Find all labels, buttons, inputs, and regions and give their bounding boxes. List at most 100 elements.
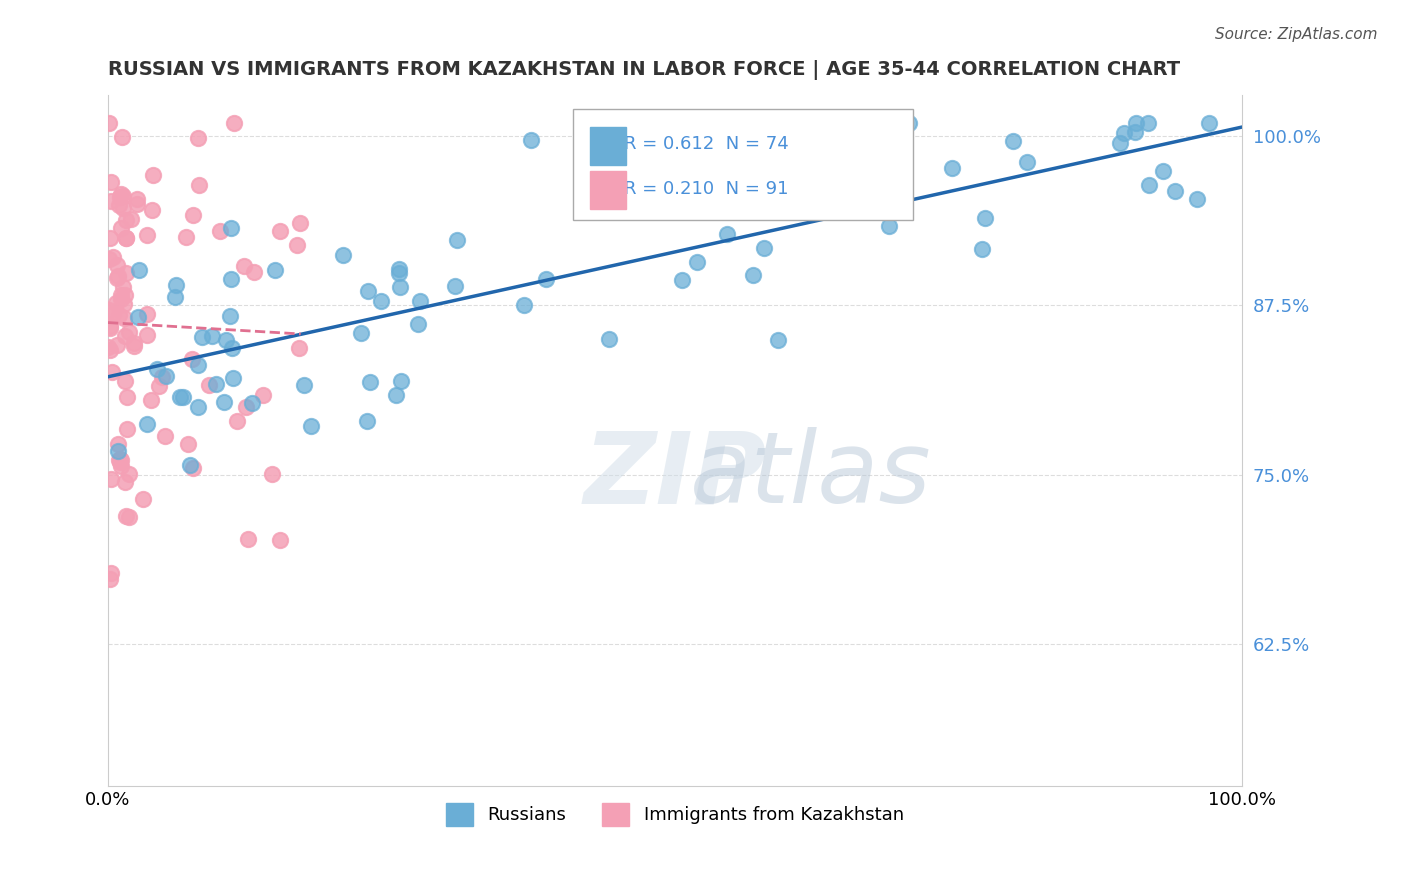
Immigrants from Kazakhstan <box>208 224 231 238</box>
Immigrants from Kazakhstan <box>287 341 309 355</box>
Immigrants from Kazakhstan <box>110 186 132 201</box>
Immigrants from Kazakhstan <box>98 231 121 245</box>
Russians <box>1152 164 1174 178</box>
Immigrants from Kazakhstan <box>235 400 257 414</box>
Text: R = 0.612  N = 74: R = 0.612 N = 74 <box>624 135 789 153</box>
Russians <box>1002 134 1025 148</box>
Immigrants from Kazakhstan <box>107 308 129 322</box>
Immigrants from Kazakhstan <box>105 271 128 285</box>
Russians <box>165 277 187 292</box>
Immigrants from Kazakhstan <box>108 198 131 212</box>
Immigrants from Kazakhstan <box>269 533 291 547</box>
Russians <box>350 326 373 340</box>
Immigrants from Kazakhstan <box>101 251 124 265</box>
Russians <box>1137 178 1160 193</box>
Russians <box>1125 115 1147 129</box>
Russians <box>389 374 412 388</box>
Russians <box>1136 115 1159 129</box>
Russians <box>534 272 557 286</box>
Russians <box>756 170 779 185</box>
Immigrants from Kazakhstan <box>111 280 134 294</box>
Immigrants from Kazakhstan <box>260 467 283 481</box>
Immigrants from Kazakhstan <box>252 387 274 401</box>
Immigrants from Kazakhstan <box>104 296 127 310</box>
Immigrants from Kazakhstan <box>98 572 121 586</box>
Immigrants from Kazakhstan <box>141 392 163 407</box>
Immigrants from Kazakhstan <box>122 339 145 353</box>
Immigrants from Kazakhstan <box>97 115 120 129</box>
Russians <box>214 395 236 409</box>
Immigrants from Kazakhstan <box>114 287 136 301</box>
Immigrants from Kazakhstan <box>110 455 132 469</box>
Immigrants from Kazakhstan <box>117 467 139 481</box>
Immigrants from Kazakhstan <box>177 436 200 450</box>
Russians <box>370 294 392 309</box>
Russians <box>163 289 186 303</box>
Russians <box>127 310 149 324</box>
Russians <box>716 227 738 241</box>
Russians <box>219 221 242 235</box>
Text: R = 0.210  N = 91: R = 0.210 N = 91 <box>624 179 789 198</box>
Russians <box>357 284 380 298</box>
Immigrants from Kazakhstan <box>114 375 136 389</box>
Immigrants from Kazakhstan <box>222 115 245 129</box>
Immigrants from Kazakhstan <box>187 131 209 145</box>
Text: RUSSIAN VS IMMIGRANTS FROM KAZAKHSTAN IN LABOR FORCE | AGE 35-44 CORRELATION CHA: RUSSIAN VS IMMIGRANTS FROM KAZAKHSTAN IN… <box>108 60 1180 79</box>
Immigrants from Kazakhstan <box>115 422 138 436</box>
Russians <box>512 298 534 312</box>
Russians <box>145 362 167 376</box>
Immigrants from Kazakhstan <box>269 224 291 238</box>
Russians <box>970 242 993 256</box>
Russians <box>941 161 963 175</box>
Russians <box>444 279 467 293</box>
Immigrants from Kazakhstan <box>197 378 219 392</box>
Immigrants from Kazakhstan <box>110 292 132 306</box>
Russians <box>1185 192 1208 206</box>
Immigrants from Kazakhstan <box>120 212 142 227</box>
Immigrants from Kazakhstan <box>242 265 264 279</box>
Russians <box>242 396 264 410</box>
Russians <box>1109 136 1132 151</box>
Russians <box>742 268 765 283</box>
Russians <box>128 263 150 277</box>
Immigrants from Kazakhstan <box>226 414 249 428</box>
Immigrants from Kazakhstan <box>115 508 138 523</box>
Russians <box>135 417 157 431</box>
Russians <box>1163 184 1185 198</box>
Immigrants from Kazakhstan <box>112 297 135 311</box>
Immigrants from Kazakhstan <box>110 459 132 474</box>
Russians <box>877 219 900 233</box>
Immigrants from Kazakhstan <box>141 169 163 183</box>
Immigrants from Kazakhstan <box>100 175 122 189</box>
Russians <box>650 179 672 194</box>
Immigrants from Kazakhstan <box>105 337 128 351</box>
Russians <box>520 133 543 147</box>
Russians <box>789 115 811 129</box>
Russians <box>219 309 242 323</box>
Immigrants from Kazakhstan <box>98 318 121 333</box>
Immigrants from Kazakhstan <box>111 129 134 144</box>
Immigrants from Kazakhstan <box>181 461 204 475</box>
Immigrants from Kazakhstan <box>98 343 121 358</box>
Russians <box>107 444 129 458</box>
Immigrants from Kazakhstan <box>110 287 132 301</box>
Immigrants from Kazakhstan <box>110 220 132 235</box>
Immigrants from Kazakhstan <box>98 302 121 317</box>
Immigrants from Kazakhstan <box>114 475 136 489</box>
Russians <box>752 241 775 255</box>
Immigrants from Kazakhstan <box>108 452 131 467</box>
Russians <box>388 261 411 276</box>
Immigrants from Kazakhstan <box>112 311 135 326</box>
Russians <box>389 279 412 293</box>
Immigrants from Kazakhstan <box>100 566 122 581</box>
Russians <box>446 233 468 247</box>
Immigrants from Kazakhstan <box>117 390 139 404</box>
Immigrants from Kazakhstan <box>127 192 149 206</box>
Russians <box>598 332 620 346</box>
Text: Source: ZipAtlas.com: Source: ZipAtlas.com <box>1215 27 1378 42</box>
Russians <box>263 262 285 277</box>
FancyBboxPatch shape <box>589 127 626 164</box>
Immigrants from Kazakhstan <box>107 269 129 284</box>
Immigrants from Kazakhstan <box>174 230 197 244</box>
Immigrants from Kazakhstan <box>107 437 129 451</box>
